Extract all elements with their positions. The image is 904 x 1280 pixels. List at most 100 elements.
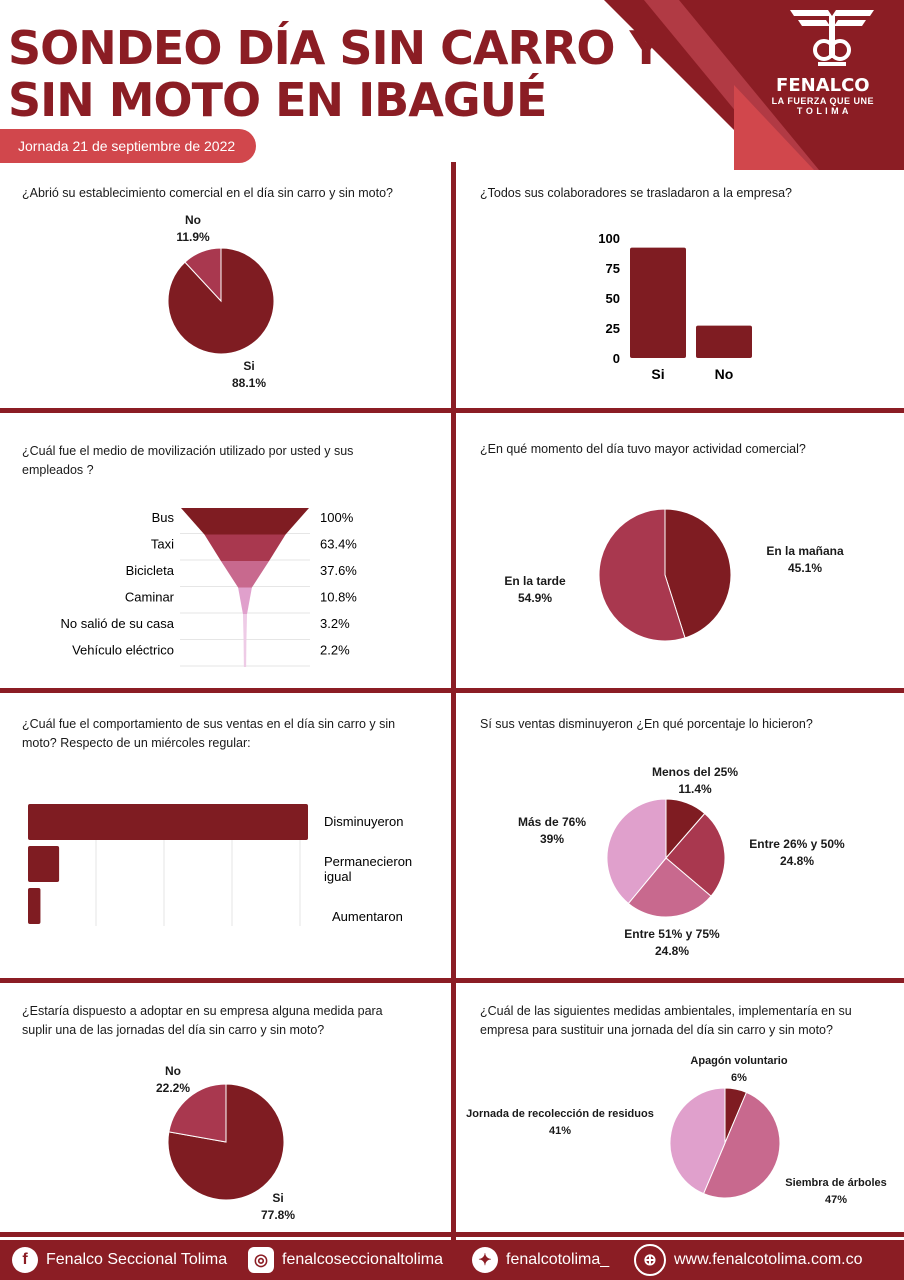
q1-label-si: Si 88.1% — [224, 358, 274, 392]
q3-funnel-chart: Bus 100% Taxi 63.4% Bicicleta 37.6% Caminar 10.… — [61, 508, 357, 667]
q1-pie-chart — [167, 247, 275, 355]
q8-label-b-value: 47% — [824, 1194, 848, 1206]
q7-label-si-name: Si — [272, 1191, 284, 1205]
q2-ytick-label: 0 — [613, 351, 620, 366]
q1-label-si-value: 88.1% — [231, 376, 267, 390]
q7-label-si-value: 77.8% — [260, 1208, 296, 1222]
q6-label-c-name: Entre 51% y 75% — [624, 927, 720, 941]
q8-label-b: Siembra de árboles 47% — [778, 1175, 894, 1209]
q7-label-no-value: 22.2% — [155, 1081, 191, 1095]
row-divider-3 — [0, 978, 904, 983]
q2-ytick-label: 50 — [606, 291, 620, 306]
q8-label-c: Jornada de recolección de residuos 41% — [464, 1106, 656, 1140]
logo-name: FENALCO — [776, 75, 870, 96]
q3-value-label: 63.4% — [320, 537, 357, 552]
fenalco-logo-text: FENALCO LA FUERZA QUE UNE T O L I M A — [772, 75, 874, 116]
column-divider — [451, 162, 456, 1240]
q8-question-line-2: empresa para sustituir una jornada del d… — [480, 1023, 833, 1037]
q2-bar-chart: 100 75 50 25 0 Si No — [598, 231, 752, 382]
pie-slice-mas-76 — [606, 798, 667, 905]
pie-slice-siembra — [702, 1091, 781, 1199]
title-line-2: SIN MOTO EN IBAGUÉ — [8, 73, 547, 127]
q5-category-label: Permanecieron — [324, 854, 412, 869]
footer-web[interactable]: ⊕ www.fenalcotolima.com.co — [634, 1240, 863, 1280]
q2-ytick-label: 25 — [606, 321, 620, 336]
footer-twitter[interactable]: ✦ fenalcotolima_ — [472, 1240, 609, 1280]
row-divider-1 — [0, 408, 904, 413]
q5-question-line-1: ¿Cuál fue el comportamiento de sus venta… — [22, 717, 396, 731]
logo-tagline-1: LA FUERZA QUE UNE — [771, 96, 874, 106]
q6-label-d: Más de 76% 39% — [502, 814, 602, 848]
q3-funnel-segment — [242, 614, 248, 641]
q2-bar-si — [630, 247, 686, 358]
q6-label-c: Entre 51% y 75% 24.8% — [612, 926, 732, 960]
footer-instagram[interactable]: ◎ fenalcoseccionaltolima — [248, 1240, 443, 1280]
q3-category-label: Caminar — [125, 590, 175, 605]
q3-value-label: 2.2% — [320, 643, 350, 658]
pie-slice-26-50 — [665, 812, 726, 897]
q5-question: ¿Cuál fue el comportamiento de sus venta… — [22, 715, 432, 753]
q8-label-a-value: 6% — [731, 1072, 747, 1084]
instagram-icon: ◎ — [248, 1247, 274, 1273]
footer-facebook-text: Fenalco Seccional Tolima — [46, 1251, 228, 1268]
q3-question-line-2: empleados ? — [22, 463, 94, 477]
fenalco-logo-icon — [790, 10, 874, 66]
pie-slice-manana — [664, 508, 732, 639]
q1-label-no-value: 11.9% — [176, 230, 210, 244]
pie-slice-51-75 — [627, 857, 712, 918]
q6-label-a-name: Menos del 25% — [651, 765, 739, 779]
footer-facebook[interactable]: f Fenalco Seccional Tolima — [12, 1240, 227, 1280]
q3-question-line-1: ¿Cuál fue el medio de movilización utili… — [22, 444, 354, 458]
q4-label-tarde: En la tarde 54.9% — [480, 573, 590, 607]
q1-label-no: No 11.9% — [168, 212, 218, 246]
q4-pie-chart — [598, 508, 732, 642]
q5-bar — [28, 804, 308, 840]
q3-question: ¿Cuál fue el medio de movilización utili… — [22, 442, 432, 480]
date-badge: Jornada 21 de septiembre de 2022 — [0, 129, 256, 163]
q3-value-label: 100% — [320, 510, 354, 525]
globe-icon: ⊕ — [634, 1244, 666, 1276]
q3-funnel-segment — [238, 587, 252, 614]
footer-twitter-text: fenalcotolima_ — [506, 1251, 610, 1268]
q7-question-line-2: suplir una de las jornadas del día sin c… — [22, 1023, 325, 1037]
q8-pie-chart — [669, 1087, 781, 1199]
q4-label-tarde-value: 54.9% — [517, 591, 553, 605]
q3-funnel-segment — [204, 534, 286, 561]
pie-slice-recoleccion — [669, 1087, 726, 1195]
q7-label-no-name: No — [165, 1064, 181, 1078]
q3-funnel-segment — [181, 508, 309, 535]
q2-category-label: Si — [651, 366, 664, 382]
q3-category-label: Vehículo eléctrico — [72, 643, 174, 658]
row-divider-2 — [0, 688, 904, 693]
q3-category-label: No salió de su casa — [61, 616, 175, 631]
q8-label-a-name: Apagón voluntario — [690, 1055, 788, 1067]
q5-category-label: igual — [324, 869, 352, 884]
q5-category-label: Aumentaron — [332, 909, 403, 924]
q5-bar — [28, 846, 60, 882]
q6-label-b-value: 24.8% — [779, 854, 815, 868]
q7-question-line-1: ¿Estaría dispuesto a adoptar en su empre… — [22, 1004, 383, 1018]
q2-ytick-label: 100 — [598, 231, 620, 246]
q3-funnel-segment — [220, 561, 270, 588]
twitter-icon: ✦ — [472, 1247, 498, 1273]
pie-slice-no — [184, 247, 222, 303]
q8-label-b-name: Siembra de árboles — [785, 1177, 887, 1189]
q8-question: ¿Cuál de las siguientes medidas ambienta… — [480, 1002, 900, 1040]
q6-label-a-value: 11.4% — [678, 782, 712, 796]
facebook-icon: f — [12, 1247, 38, 1273]
q6-label-b-name: Entre 26% y 50% — [749, 837, 845, 851]
q6-question: Sí sus ventas disminuyeron ¿En qué porce… — [480, 717, 813, 731]
q3-category-label: Bicicleta — [126, 563, 175, 578]
q3-value-label: 37.6% — [320, 563, 357, 578]
footer-web-text: www.fenalcotolima.com.co — [674, 1251, 863, 1268]
q8-question-line-1: ¿Cuál de las siguientes medidas ambienta… — [480, 1004, 852, 1018]
q6-pie-chart — [606, 798, 726, 918]
q5-category-label: Disminuyeron — [324, 814, 403, 829]
q5-question-line-2: moto? Respecto de un miércoles regular: — [22, 736, 251, 750]
q7-pie-chart — [167, 1083, 285, 1201]
q6-label-a: Menos del 25% 11.4% — [635, 764, 755, 798]
page-title: SONDEO DÍA SIN CARRO Y SIN MOTO EN IBAGU… — [8, 21, 663, 127]
title-line-1: SONDEO DÍA SIN CARRO Y — [8, 21, 663, 75]
q3-value-label: 3.2% — [320, 616, 350, 631]
